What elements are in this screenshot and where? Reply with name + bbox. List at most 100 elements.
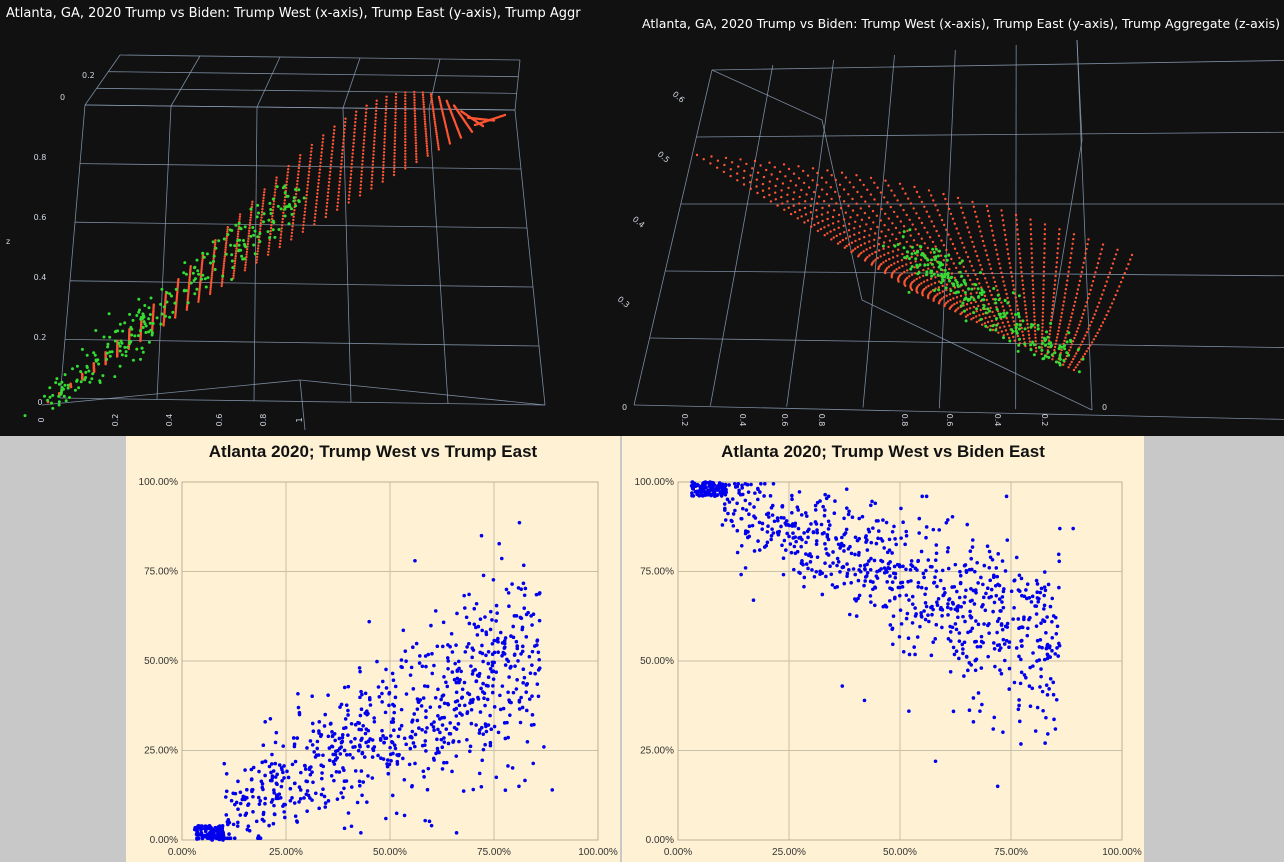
surface-point xyxy=(865,223,868,226)
surface-point xyxy=(983,244,986,247)
surface-point xyxy=(891,271,895,274)
data-point xyxy=(238,790,243,795)
surface-point xyxy=(425,135,428,138)
surface-point xyxy=(393,139,397,142)
surface-point xyxy=(374,123,377,126)
surface-point xyxy=(765,168,768,172)
observed-point xyxy=(1017,343,1021,347)
surface-point xyxy=(835,234,838,238)
data-point xyxy=(949,607,953,611)
observed-point xyxy=(926,258,930,262)
data-point xyxy=(1028,665,1032,670)
data-point xyxy=(506,764,510,768)
data-point xyxy=(966,668,970,673)
data-point xyxy=(815,530,819,535)
observed-point xyxy=(1062,359,1066,362)
observed-point xyxy=(916,265,919,269)
surface-point xyxy=(1051,307,1054,311)
surface-point xyxy=(989,324,992,328)
data-point xyxy=(829,572,834,577)
data-point xyxy=(256,795,261,800)
observed-point xyxy=(113,375,117,379)
data-point xyxy=(995,574,1000,579)
data-point xyxy=(329,774,334,778)
surface-point xyxy=(1060,348,1063,352)
surface-point xyxy=(1006,296,1009,300)
data-point xyxy=(516,659,520,663)
observed-point xyxy=(168,292,172,296)
surface-point xyxy=(809,204,812,207)
chart-3d-left[interactable]: Atlanta, GA, 2020 Trump vs Biden: Trump … xyxy=(0,0,612,436)
observed-point xyxy=(121,329,125,333)
data-point xyxy=(349,785,354,789)
data-point xyxy=(437,705,442,709)
surface-point xyxy=(899,204,902,207)
surface-point xyxy=(1042,283,1045,286)
surface-point xyxy=(319,161,322,164)
data-point xyxy=(998,668,1002,672)
data-point xyxy=(243,768,247,772)
surface-point xyxy=(1020,326,1023,330)
surface-point xyxy=(270,217,274,221)
surface-point xyxy=(383,147,386,151)
surface-point xyxy=(246,240,250,243)
surface-point xyxy=(945,283,949,286)
data-point xyxy=(905,611,910,616)
surface-point xyxy=(374,119,377,123)
surface-point xyxy=(896,254,899,257)
surface-point xyxy=(716,159,720,162)
surface-point xyxy=(1034,340,1037,343)
right-wall-gridline xyxy=(1051,39,1083,321)
surface-point xyxy=(382,160,385,164)
chart-3d-left-plot[interactable]: 00.20.40.60.8z0.200 0.2 0.4 0.6 0.8 1 xyxy=(0,0,612,436)
surface-point xyxy=(887,245,890,249)
surface-point xyxy=(1019,266,1023,269)
observed-point xyxy=(1050,353,1054,357)
data-point xyxy=(305,746,309,750)
y-tick-label: 100.00% xyxy=(635,477,675,488)
observed-point xyxy=(255,215,259,219)
chart-3d-right[interactable]: Atlanta, GA, 2020 Trump vs Biden: Trump … xyxy=(612,0,1284,436)
data-point xyxy=(1025,582,1030,586)
surface-point xyxy=(442,113,445,117)
chart-3d-right-plot[interactable]: 0.60.50.40.30.2 0.4 0.6 0.8 0.8 0.6 0.4 0.20 0 xyxy=(612,0,1284,436)
observed-point xyxy=(126,345,130,349)
surface-point xyxy=(301,230,304,233)
data-point xyxy=(741,492,745,497)
surface-point xyxy=(225,237,228,240)
data-point xyxy=(401,628,406,633)
surface-point xyxy=(1092,338,1096,341)
surface-point xyxy=(871,209,875,213)
surface-point xyxy=(259,224,262,228)
data-point xyxy=(1050,648,1054,653)
data-point xyxy=(972,602,977,606)
data-point xyxy=(845,562,849,566)
data-point xyxy=(933,575,937,580)
surface-point xyxy=(394,102,397,105)
surface-point xyxy=(751,167,754,170)
observed-point xyxy=(1008,339,1012,343)
data-point xyxy=(826,494,831,499)
surface-point xyxy=(702,158,705,161)
data-point xyxy=(460,695,465,700)
observed-point xyxy=(930,269,934,273)
data-point xyxy=(358,695,362,700)
observed-point xyxy=(269,208,273,211)
data-point xyxy=(327,758,332,763)
data-point xyxy=(427,819,432,824)
surface-point xyxy=(319,158,323,161)
surface-point xyxy=(1058,228,1061,231)
data-point xyxy=(991,609,995,614)
surface-point xyxy=(423,115,426,119)
observed-point xyxy=(958,270,962,274)
surface-point xyxy=(296,176,300,180)
surface-point xyxy=(1051,358,1054,361)
data-point xyxy=(739,543,744,548)
data-point xyxy=(474,625,478,630)
surface-point xyxy=(948,207,951,211)
surface-point xyxy=(1055,339,1058,342)
data-point xyxy=(525,739,530,744)
data-point xyxy=(261,743,266,748)
surface-point xyxy=(336,208,339,211)
data-point xyxy=(808,560,813,564)
